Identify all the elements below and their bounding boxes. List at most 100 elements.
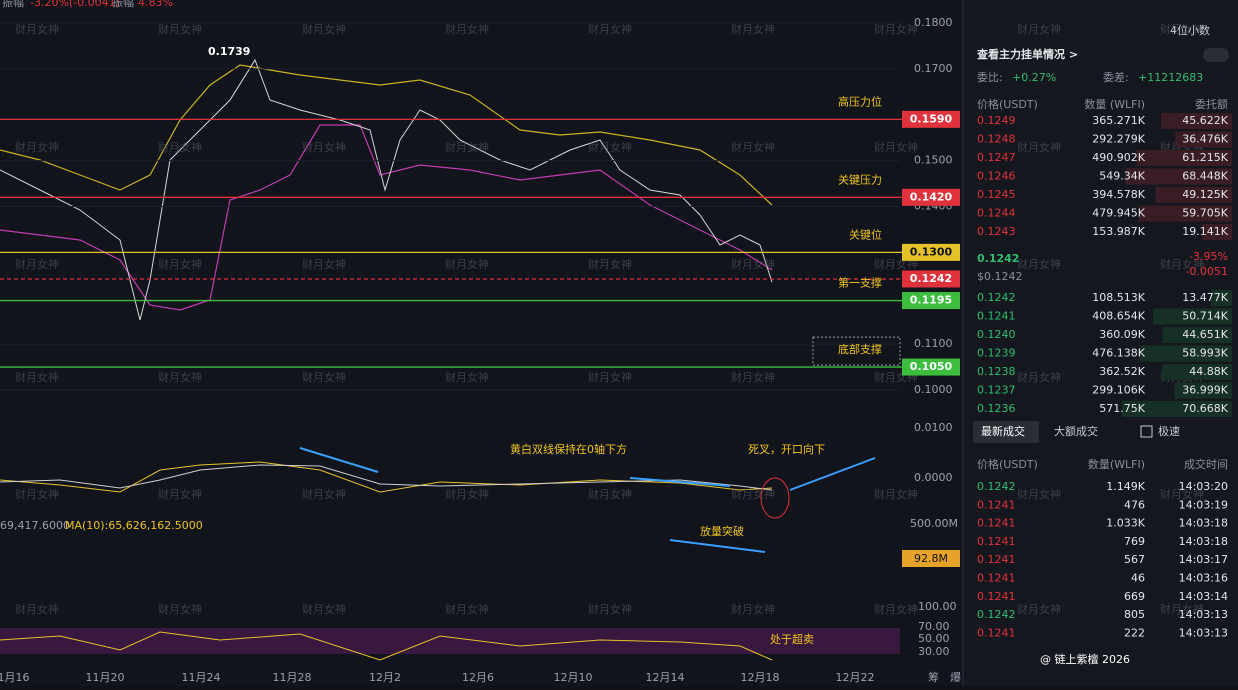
arrow	[789, 457, 876, 491]
watermark: 财月女神	[1017, 487, 1061, 501]
tab[interactable]: 大额成交	[1054, 424, 1098, 438]
ob-cell: 36.999K	[1182, 384, 1228, 397]
depth-bar	[1136, 150, 1232, 166]
watermark: 财月女神	[731, 602, 775, 616]
watermark: 财月女神	[731, 257, 775, 271]
price-tick-label: 0.1100	[914, 337, 953, 350]
trade-header: 成交时间	[1184, 457, 1228, 471]
ob-cell: 0.1238	[977, 365, 1016, 378]
diff: +11212683	[1138, 71, 1203, 84]
arrow	[299, 447, 379, 473]
tab-active[interactable]	[973, 421, 1039, 443]
ob-cell: 13.477K	[1182, 291, 1228, 304]
ob-cell: 0.1242	[977, 291, 1016, 304]
watermark: 财月女神	[302, 22, 346, 36]
watermark: 财月女神	[588, 487, 632, 501]
mid-usd: $0.1242	[977, 270, 1023, 283]
depth-bar	[1211, 290, 1232, 306]
ob-cell: 44.651K	[1182, 328, 1228, 341]
ob-cell: 0.1247	[977, 151, 1016, 164]
level-note: 第一支撑	[838, 276, 882, 290]
tool: 筹	[928, 670, 939, 684]
depth-bar	[1155, 187, 1232, 203]
price-tick-label: 0.1800	[914, 16, 953, 29]
depth-bar	[1162, 364, 1232, 380]
ob-cell: 44.88K	[1189, 365, 1228, 378]
rsi-tick: 100.00	[918, 600, 957, 613]
volume-tick: 500.00M	[910, 517, 958, 530]
ob-cell: 490.902K	[1092, 151, 1145, 164]
level-tag	[902, 188, 960, 206]
rsi-tick: 70.00	[918, 620, 950, 633]
ob-cell: 0.1246	[977, 170, 1016, 183]
ob-cell: 408.654K	[1092, 310, 1145, 323]
trade-cell: 1.149K	[1106, 480, 1145, 493]
macd-note: 死叉，开口向下	[748, 442, 825, 456]
x-label: 12月6	[462, 671, 494, 684]
watermark: 财月女神	[158, 602, 202, 616]
trade-cell: 0.1242	[977, 608, 1016, 621]
watermark: 财月女神	[731, 140, 775, 154]
watermark: 财月女神	[1160, 602, 1204, 616]
x-label: 12月10	[554, 671, 593, 684]
x-label: 11月20	[86, 671, 125, 684]
ob-cell: 58.993K	[1182, 347, 1228, 360]
trade-cell: 0.1241	[977, 553, 1016, 566]
mid-pct: -3.95%	[1189, 250, 1228, 263]
toggle[interactable]	[1203, 48, 1229, 62]
x-label: 12月22	[836, 671, 875, 684]
volume-note: 放量突破	[700, 524, 744, 538]
depth-bar	[1202, 224, 1232, 240]
level-tag	[902, 270, 960, 288]
depth-bar	[1175, 131, 1232, 148]
level-note: 关键压力	[838, 172, 882, 186]
watermark: 财月女神	[15, 487, 59, 501]
trade-cell: 14:03:13	[1179, 608, 1228, 621]
ob-header: 数量 (WLFI)	[1084, 98, 1145, 111]
level-tag	[902, 243, 960, 261]
price-tick-label: 0.1500	[914, 154, 953, 167]
checkbox[interactable]	[1140, 425, 1153, 438]
watermark: 财月女神	[588, 370, 632, 384]
depth-bar	[1139, 205, 1232, 222]
trade-cell: 14:03:18	[1179, 535, 1228, 548]
tab[interactable]: 最新成交	[981, 424, 1025, 438]
ob-cell: 49.125K	[1182, 188, 1228, 201]
watermark: 财月女神	[445, 487, 489, 501]
price-line	[0, 58, 773, 321]
watermark: 财月女神	[302, 257, 346, 271]
depth-bar	[1125, 168, 1232, 185]
ob-cell: 50.714K	[1182, 310, 1228, 323]
volume-current: 92.8M	[914, 552, 948, 565]
level-tag-label: 0.1420	[910, 190, 953, 203]
level-tag	[902, 292, 960, 310]
watermark: 财月女神	[302, 487, 346, 501]
watermark: 财月女神	[445, 22, 489, 36]
level-tag	[902, 110, 960, 128]
watermark: 财月女神	[1160, 257, 1204, 271]
ob-cell: 360.09K	[1099, 328, 1145, 341]
ob-cell: 59.705K	[1182, 207, 1228, 220]
trade-header: 数量(WLFI)	[1088, 458, 1145, 471]
watermark: 财月女神	[158, 257, 202, 271]
tool: 爆	[950, 670, 961, 684]
x-label: 12月14	[646, 671, 685, 684]
ob-cell: 0.1240	[977, 328, 1016, 341]
price-tick-label: 0.1700	[914, 62, 953, 75]
ob-cell: 19.141K	[1182, 225, 1228, 238]
depth-bar	[1174, 382, 1232, 399]
ob-cell: 571.75K	[1099, 402, 1145, 415]
rsi-tick: 30.00	[918, 645, 950, 658]
x-label: 12月18	[741, 671, 780, 684]
header-text: 振幅	[2, 0, 24, 9]
level-tag-label: 0.1195	[910, 294, 952, 307]
ob-cell: 394.578K	[1092, 188, 1145, 201]
watermark: 财月女神	[1017, 140, 1061, 154]
watermark: 财月女神	[445, 257, 489, 271]
watermark: 财月女神	[302, 140, 346, 154]
level-tag-label: 0.1242	[910, 272, 952, 285]
ob-cell: 362.52K	[1099, 365, 1145, 378]
watermark: 财月女神	[588, 22, 632, 36]
main-orders: 查看主力挂单情况 >	[977, 47, 1078, 61]
